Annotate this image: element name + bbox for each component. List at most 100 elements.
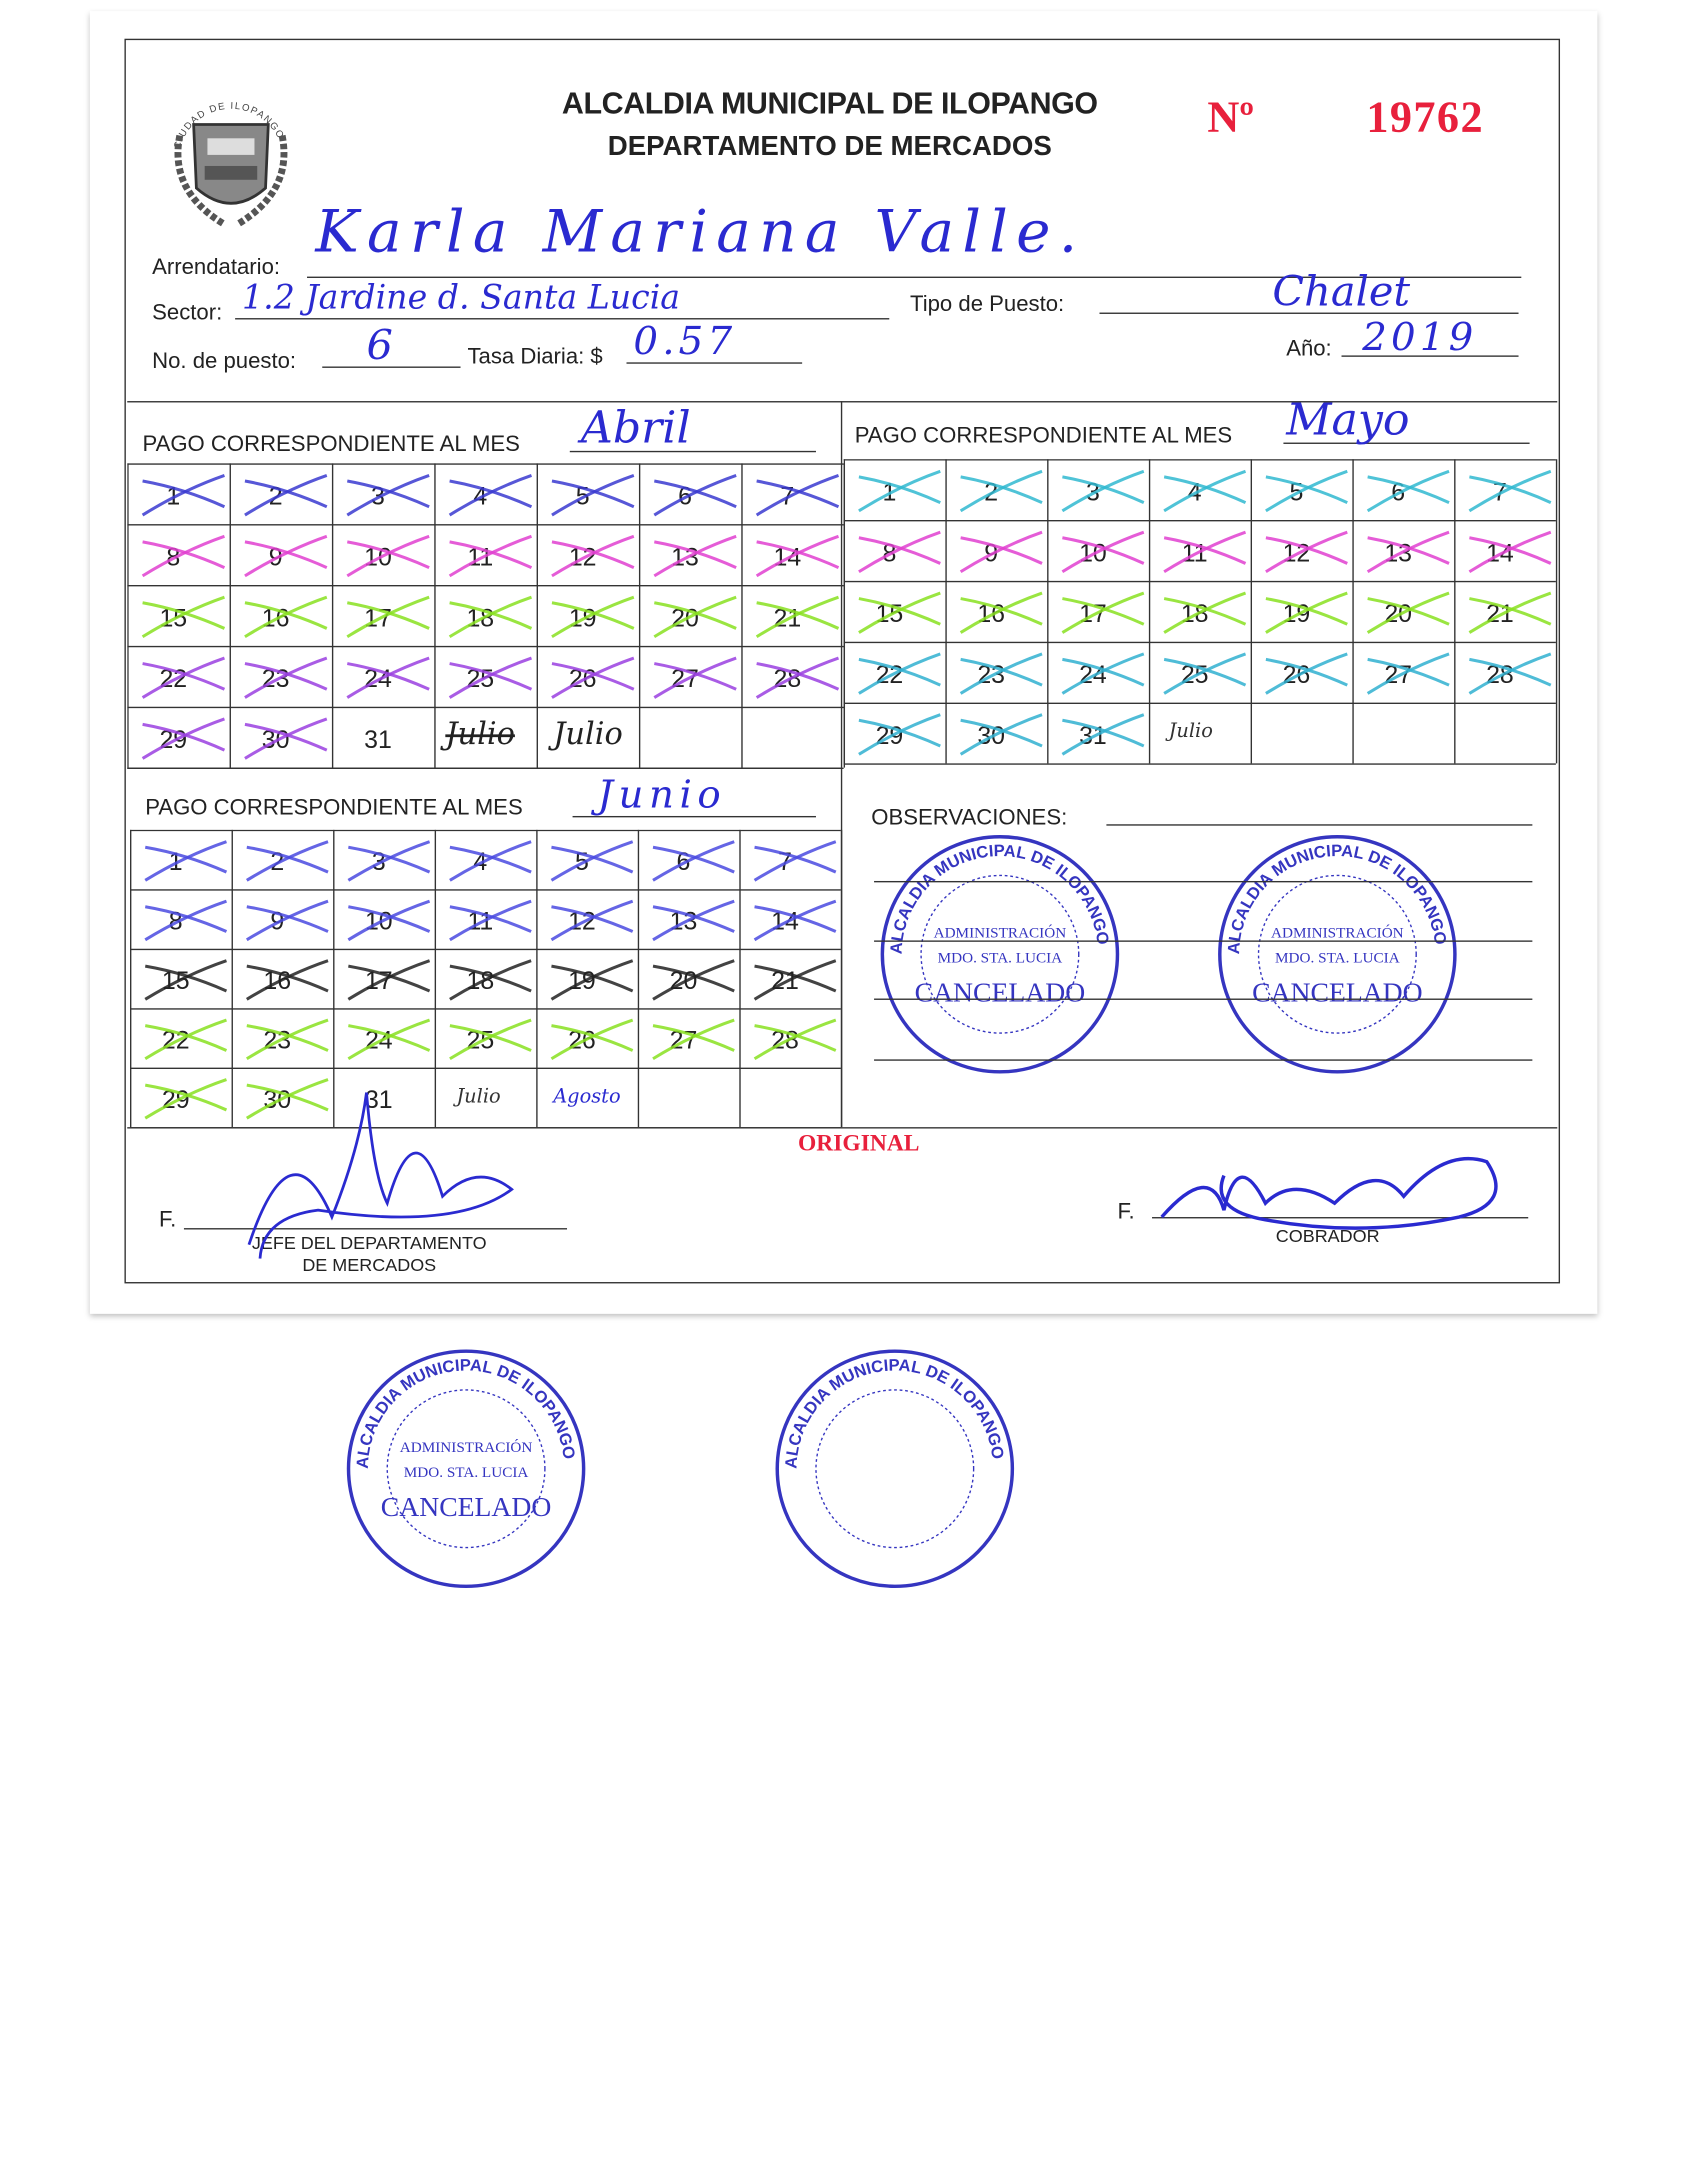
paid-cross-mark: [144, 1024, 228, 1052]
observaciones-line: [874, 1059, 1533, 1061]
tipo-puesto-line: [1099, 312, 1519, 314]
paid-cross-mark: [960, 475, 1043, 504]
annotation: Julio: [456, 1085, 501, 1108]
paid-cross-mark: [348, 905, 431, 933]
paid-cross-mark: [144, 899, 227, 942]
paid-cross-mark: [1265, 657, 1348, 687]
paid-cross-mark: [144, 1083, 228, 1112]
divider: [127, 401, 1558, 403]
paid-cross-mark: [551, 905, 634, 933]
paid-cross-mark: [449, 540, 533, 569]
paid-cross-mark: [246, 1083, 329, 1112]
right-signature-line: [1152, 1217, 1529, 1219]
paid-cross-mark: [246, 964, 329, 993]
month-header-label: PAGO CORRESPONDIENTE AL MES: [142, 432, 520, 457]
paid-cross-mark: [959, 469, 1043, 513]
sector-value: 1.2 Jardine d. Santa Lucia: [242, 277, 681, 317]
original-label: ORIGINAL: [797, 1129, 920, 1157]
paid-cross-mark: [347, 840, 431, 882]
paid-cross-mark: [654, 662, 737, 691]
month-header-label: PAGO CORRESPONDIENTE AL MES: [854, 424, 1233, 449]
paid-cross-mark: [142, 540, 226, 569]
receipt-number: 19762: [1366, 91, 1484, 142]
divider: [840, 401, 843, 1128]
paid-cross-mark: [449, 662, 533, 691]
paid-cross-mark: [652, 964, 735, 993]
paid-cross-mark: [1367, 657, 1450, 687]
municipal-seal-logo: CIUDAD DE ILOPANGO: [172, 101, 288, 228]
paid-cross-mark: [347, 662, 430, 691]
paid-cross-mark: [756, 479, 840, 509]
paid-cross-mark: [246, 845, 329, 874]
cancelado-stamp: ALCALDIA MUNICIPAL DE ILOPANGOADMINISTRA…: [1218, 834, 1457, 1074]
paid-cross-mark: [551, 964, 634, 993]
month-header-label: PAGO CORRESPONDIENTE AL MES: [145, 796, 523, 821]
paid-cross-mark: [858, 475, 941, 504]
cancelado-stamp: ALCALDIA MUNICIPAL DE ILOPANGOADMINISTRA…: [880, 834, 1120, 1074]
paid-cross-mark: [756, 662, 840, 691]
paid-cross-mark: [960, 536, 1043, 565]
annotation: Julio: [445, 717, 515, 753]
paid-cross-mark: [348, 845, 431, 874]
paid-cross-mark: [244, 474, 328, 517]
observaciones-line: [874, 880, 1533, 883]
paid-cross-mark: [246, 1024, 329, 1052]
paid-cross-mark: [346, 474, 430, 517]
paid-cross-mark: [348, 964, 431, 993]
month-value-abril: Abril: [580, 401, 691, 454]
anio-label: Año:: [1286, 337, 1332, 361]
paid-cross-mark: [1265, 475, 1348, 504]
right-signature-prefix: F.: [1117, 1200, 1135, 1224]
paid-cross-mark: [1061, 469, 1145, 513]
paid-cross-mark: [1062, 718, 1145, 748]
paid-cross-mark: [654, 601, 737, 630]
paid-cross-mark: [347, 540, 430, 569]
paid-cross-mark: [1367, 536, 1450, 565]
paid-cross-mark: [753, 840, 837, 882]
paid-cross-mark: [244, 662, 328, 691]
paid-cross-mark: [244, 534, 328, 578]
paid-cross-mark: [1265, 597, 1348, 626]
paid-cross-mark: [1062, 536, 1145, 565]
paid-cross-mark: [1163, 475, 1247, 504]
stamp-text: ADMINISTRACIÓN: [1271, 925, 1404, 942]
paid-cross-mark: [754, 905, 837, 933]
number-label: Nº: [1207, 91, 1254, 142]
paid-cross-mark: [858, 657, 941, 687]
paid-cross-mark: [1163, 536, 1247, 565]
left-signature-line: [183, 1228, 568, 1230]
month-line: [1283, 442, 1530, 444]
annotation: Agosto: [553, 1085, 621, 1108]
paid-cross-mark: [1367, 597, 1450, 626]
paid-cross-mark: [1265, 536, 1348, 565]
arrendatario-label: Arrendatario:: [152, 255, 281, 280]
paid-cross-mark: [1468, 469, 1552, 513]
paid-cross-mark: [960, 597, 1043, 626]
paid-cross-mark: [754, 845, 837, 874]
observaciones-line: [874, 940, 1533, 942]
paid-cross-mark: [654, 479, 737, 509]
paid-cross-mark: [142, 479, 226, 509]
arrendatario-line: [307, 276, 1522, 278]
paid-cross-mark: [347, 601, 430, 630]
puesto-value: 6: [366, 322, 393, 371]
left-signature-title: JEFE DEL DEPARTAMENTO: [251, 1232, 487, 1253]
observaciones-line: [1106, 824, 1533, 826]
stamp-text: ADMINISTRACIÓN: [934, 925, 1067, 942]
stamp-text: MDO. STA. LUCIA: [404, 1464, 529, 1481]
paid-cross-mark: [1163, 469, 1247, 513]
puesto-label: No. de puesto:: [152, 349, 297, 374]
paid-cross-mark: [141, 534, 225, 578]
stamp-text: MDO. STA. LUCIA: [938, 950, 1063, 967]
paid-cross-mark: [754, 964, 837, 993]
paid-cross-mark: [244, 540, 328, 569]
paid-cross-mark: [1469, 475, 1552, 504]
paid-cross-mark: [858, 718, 941, 748]
sector-line: [235, 318, 890, 320]
paid-cross-mark: [652, 840, 735, 882]
tipo-puesto-label: Tipo de Puesto:: [910, 293, 1065, 317]
left-signature-title: DE MERCADOS: [302, 1254, 437, 1276]
anio-value: 2019: [1362, 313, 1478, 360]
